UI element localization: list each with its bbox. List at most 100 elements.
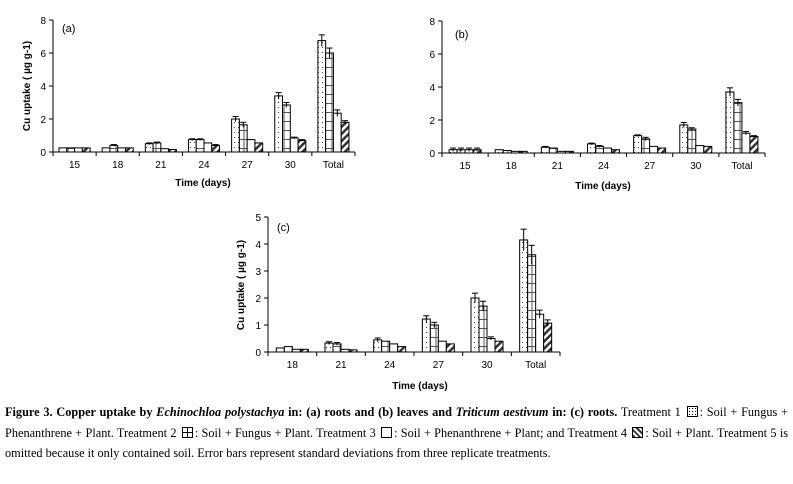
caption-t1-text: : Soil + Fungus + Phenanthrene + Plant. … [5,405,788,440]
figure-caption: Figure 3. Copper uptake by Echinochloa p… [5,402,788,464]
bar-treatment-2 [429,324,439,353]
panel-label: (b) [455,29,468,41]
bar-treatment-4 [494,340,504,353]
x-tick-label: Total [731,161,752,172]
bar-treatment-4 [211,144,221,153]
bar-treatment-3 [117,147,126,153]
treatment-1-swatch-icon [686,406,698,417]
x-tick-label: 24 [598,161,610,172]
bar-treatment-3 [332,112,342,153]
panel-label: (a) [62,23,75,35]
bar-treatment-3 [603,147,612,154]
bar-treatment-2 [641,138,651,154]
bar-treatment-3 [74,147,83,153]
y-tick-label: 4 [40,82,46,93]
x-tick-label: Total [323,160,344,171]
bar-treatment-1 [231,118,240,153]
bar-treatment-1 [317,40,327,153]
bar-treatment-2 [548,147,558,154]
treatment-3-swatch-icon [381,426,393,438]
caption-t2-text: : Soil + Fungus + Plant. Treatment 3 [194,425,376,440]
x-tick-label: 18 [287,360,299,371]
bar-treatment-3 [695,145,705,154]
x-tick-label: 27 [242,160,254,171]
bar-treatment-2 [595,145,604,154]
bar-treatment-4 [445,343,455,353]
bar-treatment-2 [687,128,697,154]
x-tick-label: 24 [198,160,210,171]
caption-t1-prefix: Treatment 1 [620,405,681,419]
bar-treatment-1 [421,318,431,353]
bar-treatment-2 [478,305,488,353]
y-tick-label: 0 [429,149,435,160]
bar-treatment-1 [274,95,284,153]
bar-treatment-3 [289,137,299,153]
bar-treatment-2 [66,147,76,153]
y-tick-label: 4 [429,83,435,94]
bar-treatment-1 [58,147,68,153]
bar-treatment-2 [109,144,119,153]
x-tick-label: 27 [644,161,656,172]
x-tick-label: 30 [690,161,702,172]
bar-treatment-4 [703,145,713,154]
bar-treatment-2 [282,104,291,153]
bar-treatment-3 [741,132,751,154]
caption-part-2: in: (c) roots. [552,405,618,419]
bar-treatment-3 [437,340,447,353]
bar-treatment-4 [749,136,759,154]
x-axis-title: Time (days) [175,178,230,189]
bar-treatment-1 [633,135,643,154]
bar-treatment-2 [381,340,391,353]
bar-treatment-1 [519,239,529,353]
caption-figure-label: Figure 3. Copper uptake by [5,405,153,419]
bar-treatment-3 [486,338,496,353]
bar-treatment-3 [535,313,545,353]
caption-species-2: Triticum aestivum [455,405,549,419]
bar-treatment-1 [679,124,689,154]
bar-treatment-2 [238,124,248,153]
y-tick-label: 8 [429,17,435,28]
x-tick-label: 27 [433,360,445,371]
bar-treatment-2 [527,254,537,353]
bar-treatment-1 [725,91,735,154]
bar-treatment-1 [101,147,111,153]
y-tick-label: 0 [40,148,46,159]
y-tick-label: 5 [255,213,261,224]
caption-species-1: Echinochloa polystachya [156,405,285,419]
y-tick-label: 2 [40,115,46,126]
bar-treatment-4 [397,346,407,353]
bar-treatment-2 [152,142,162,153]
bar-treatment-4 [340,121,350,153]
y-tick-label: 1 [255,321,261,332]
caption-t4-text: : Soil + Plant. Treatment 5 is omitted b… [5,425,789,461]
bar-treatment-1 [275,347,285,353]
caption-part-1: in: (a) roots and (b) leaves and [288,405,452,419]
x-tick-label: 15 [460,161,472,172]
bar-treatment-1 [470,297,480,353]
x-tick-label: Total [525,360,546,371]
bar-treatment-2 [733,102,743,154]
bar-treatment-1 [587,143,596,154]
bar-treatment-1 [187,139,197,153]
treatment-4-swatch-icon [632,426,644,438]
x-tick-label: 21 [335,360,347,371]
x-tick-label: 21 [552,161,564,172]
bar-treatment-4 [657,147,667,154]
bar-treatment-4 [81,147,91,153]
x-tick-label: 30 [481,360,493,371]
x-tick-label: 18 [112,160,124,171]
x-axis-title: Time (days) [392,381,447,392]
bar-treatment-3 [203,142,213,153]
y-tick-label: 3 [255,267,261,278]
bar-treatment-4 [254,142,264,153]
bar-treatment-4 [124,147,134,153]
bar-treatment-2 [283,346,293,353]
bar-treatment-3 [649,145,659,154]
bar-treatment-2 [195,139,205,153]
x-tick-label: 15 [69,160,81,171]
bar-treatment-3 [389,343,399,353]
x-tick-label: 18 [506,161,518,172]
y-axis-title: Cu uptake ( µg g-1) [236,240,247,330]
y-tick-label: 6 [40,49,46,60]
